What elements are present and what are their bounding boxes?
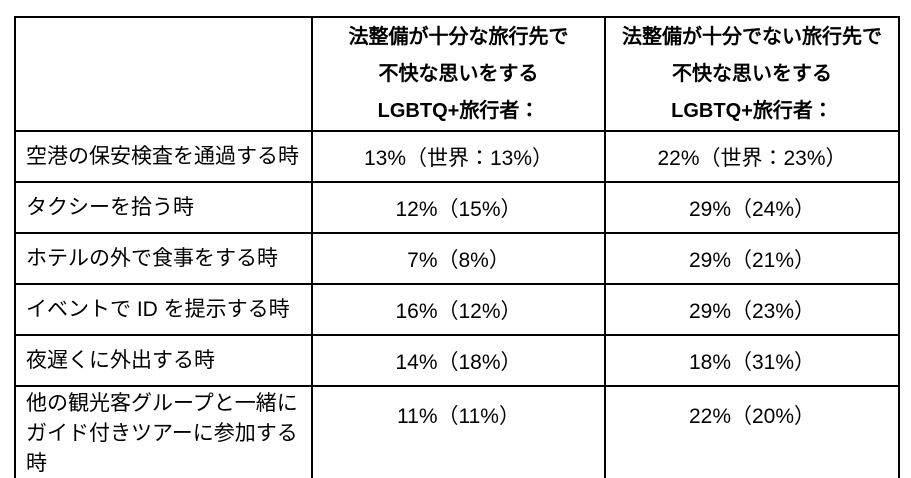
value-sufficient: 11%（11%） <box>311 385 606 478</box>
row-label: イベントで ID を提示する時 <box>14 283 313 336</box>
row-label: 空港の保安検査を通過する時 <box>14 130 313 183</box>
header-sufficient-laws: 法整備が十分な旅行先で 不快な思いをする LGBTQ+旅行者： <box>311 16 606 132</box>
value-sufficient: 14%（18%） <box>311 334 606 387</box>
header-row: 法整備が十分な旅行先で 不快な思いをする LGBTQ+旅行者： 法整備が十分でな… <box>14 16 900 132</box>
table-row-show-id-at-events: イベントで ID を提示する時 16%（12%） 29%（23%） <box>14 283 900 336</box>
table-row-dining-outside-hotel: ホテルの外で食事をする時 7%（8%） 29%（21%） <box>14 232 900 285</box>
table-row-taxi: タクシーを拾う時 12%（15%） 29%（24%） <box>14 181 900 234</box>
value-sufficient: 12%（15%） <box>311 181 606 234</box>
value-insufficient: 22%（世界：23%） <box>604 130 900 183</box>
value-insufficient: 18%（31%） <box>604 334 900 387</box>
value-sufficient: 13%（世界：13%） <box>311 130 606 183</box>
value-insufficient: 29%（21%） <box>604 232 900 285</box>
row-label: ホテルの外で食事をする時 <box>14 232 313 285</box>
header-empty-cell <box>14 16 313 132</box>
lgbtq-travel-discomfort-table: 法整備が十分な旅行先で 不快な思いをする LGBTQ+旅行者： 法整備が十分でな… <box>14 16 900 478</box>
row-label: 夜遅くに外出する時 <box>14 334 313 387</box>
value-insufficient: 22%（20%） <box>604 385 900 478</box>
value-insufficient: 29%（23%） <box>604 283 900 336</box>
table-row-guided-tour: 他の観光客グループと一緒に ガイド付きツアーに参加する時 11%（11%） 22… <box>14 385 900 478</box>
table-row-airport-security: 空港の保安検査を通過する時 13%（世界：13%） 22%（世界：23%） <box>14 130 900 183</box>
value-sufficient: 7%（8%） <box>311 232 606 285</box>
value-sufficient: 16%（12%） <box>311 283 606 336</box>
header-insufficient-laws: 法整備が十分でない旅行先で 不快な思いをする LGBTQ+旅行者： <box>604 16 900 132</box>
table-row-going-out-late: 夜遅くに外出する時 14%（18%） 18%（31%） <box>14 334 900 387</box>
row-label: 他の観光客グループと一緒に ガイド付きツアーに参加する時 <box>14 385 313 478</box>
value-insufficient: 29%（24%） <box>604 181 900 234</box>
row-label: タクシーを拾う時 <box>14 181 313 234</box>
